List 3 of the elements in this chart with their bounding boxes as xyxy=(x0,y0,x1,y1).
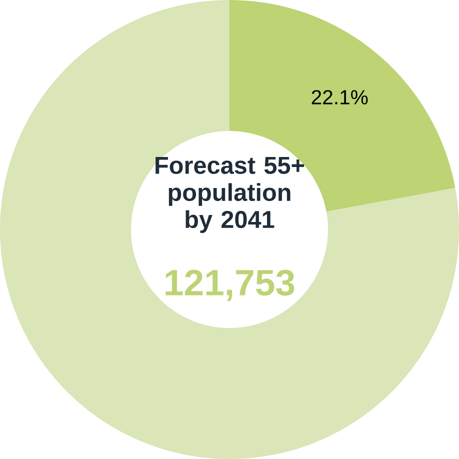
text: Forecast 55+ population by 2041 xyxy=(156,156,304,233)
text: 121,753 xyxy=(166,270,294,301)
data-label: 22.1% xyxy=(312,90,368,104)
